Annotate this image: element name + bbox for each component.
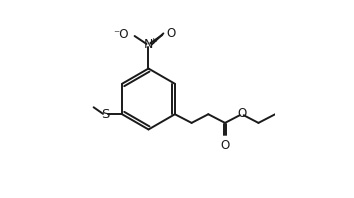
Text: O: O [237,107,246,120]
Text: +: + [149,37,156,46]
Text: N: N [144,38,153,51]
Text: S: S [101,108,110,121]
Text: ⁻O: ⁻O [114,28,129,41]
Text: O: O [221,139,230,152]
Text: O: O [166,27,175,40]
